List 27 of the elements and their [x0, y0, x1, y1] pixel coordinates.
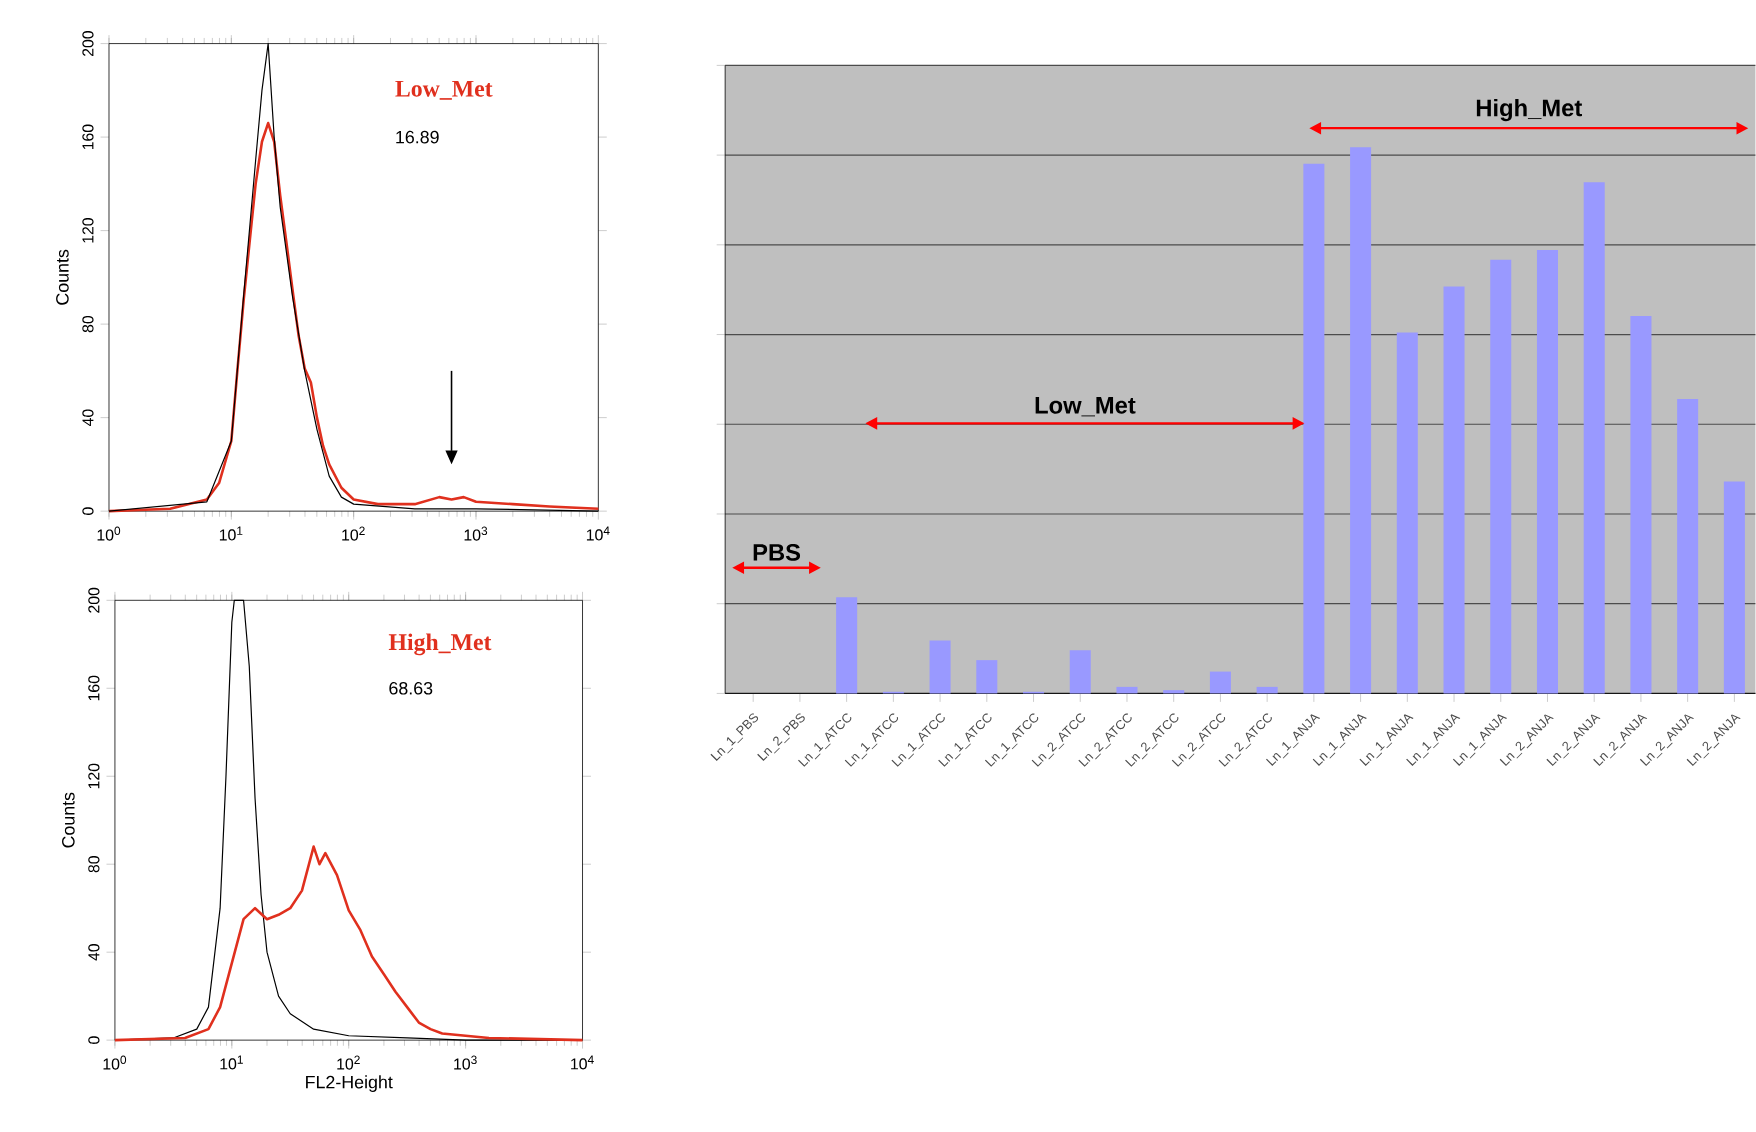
bar: [1630, 316, 1652, 694]
bar: [1536, 250, 1558, 694]
bar: [1443, 286, 1465, 694]
bar: [1209, 671, 1231, 694]
bar: [1396, 332, 1418, 694]
bar: [1256, 687, 1278, 694]
y-axis-title: Counts: [62, 792, 75, 848]
text: High_Met: [1476, 99, 1582, 122]
bar: [1677, 399, 1699, 694]
bar: [1723, 481, 1745, 694]
bar: [976, 660, 998, 694]
bar: [1303, 164, 1325, 694]
annotation: Low_Met: [395, 81, 493, 101]
bar: [929, 640, 951, 694]
x-axis-title: FL2-Height: [306, 1075, 393, 1093]
bar: [1069, 650, 1091, 694]
annotation: 16.89: [396, 131, 439, 144]
bar: [1490, 260, 1512, 694]
annotation: Low_Met: [1035, 397, 1136, 417]
bar: [1583, 182, 1605, 694]
bar: [836, 597, 858, 694]
bar: [1116, 687, 1138, 694]
annotation: 68.63: [389, 682, 433, 695]
annotation: PBS: [753, 544, 801, 562]
y-axis-title: Counts: [56, 250, 69, 306]
annotation: High_Met: [388, 633, 492, 656]
bar: [1350, 147, 1372, 694]
